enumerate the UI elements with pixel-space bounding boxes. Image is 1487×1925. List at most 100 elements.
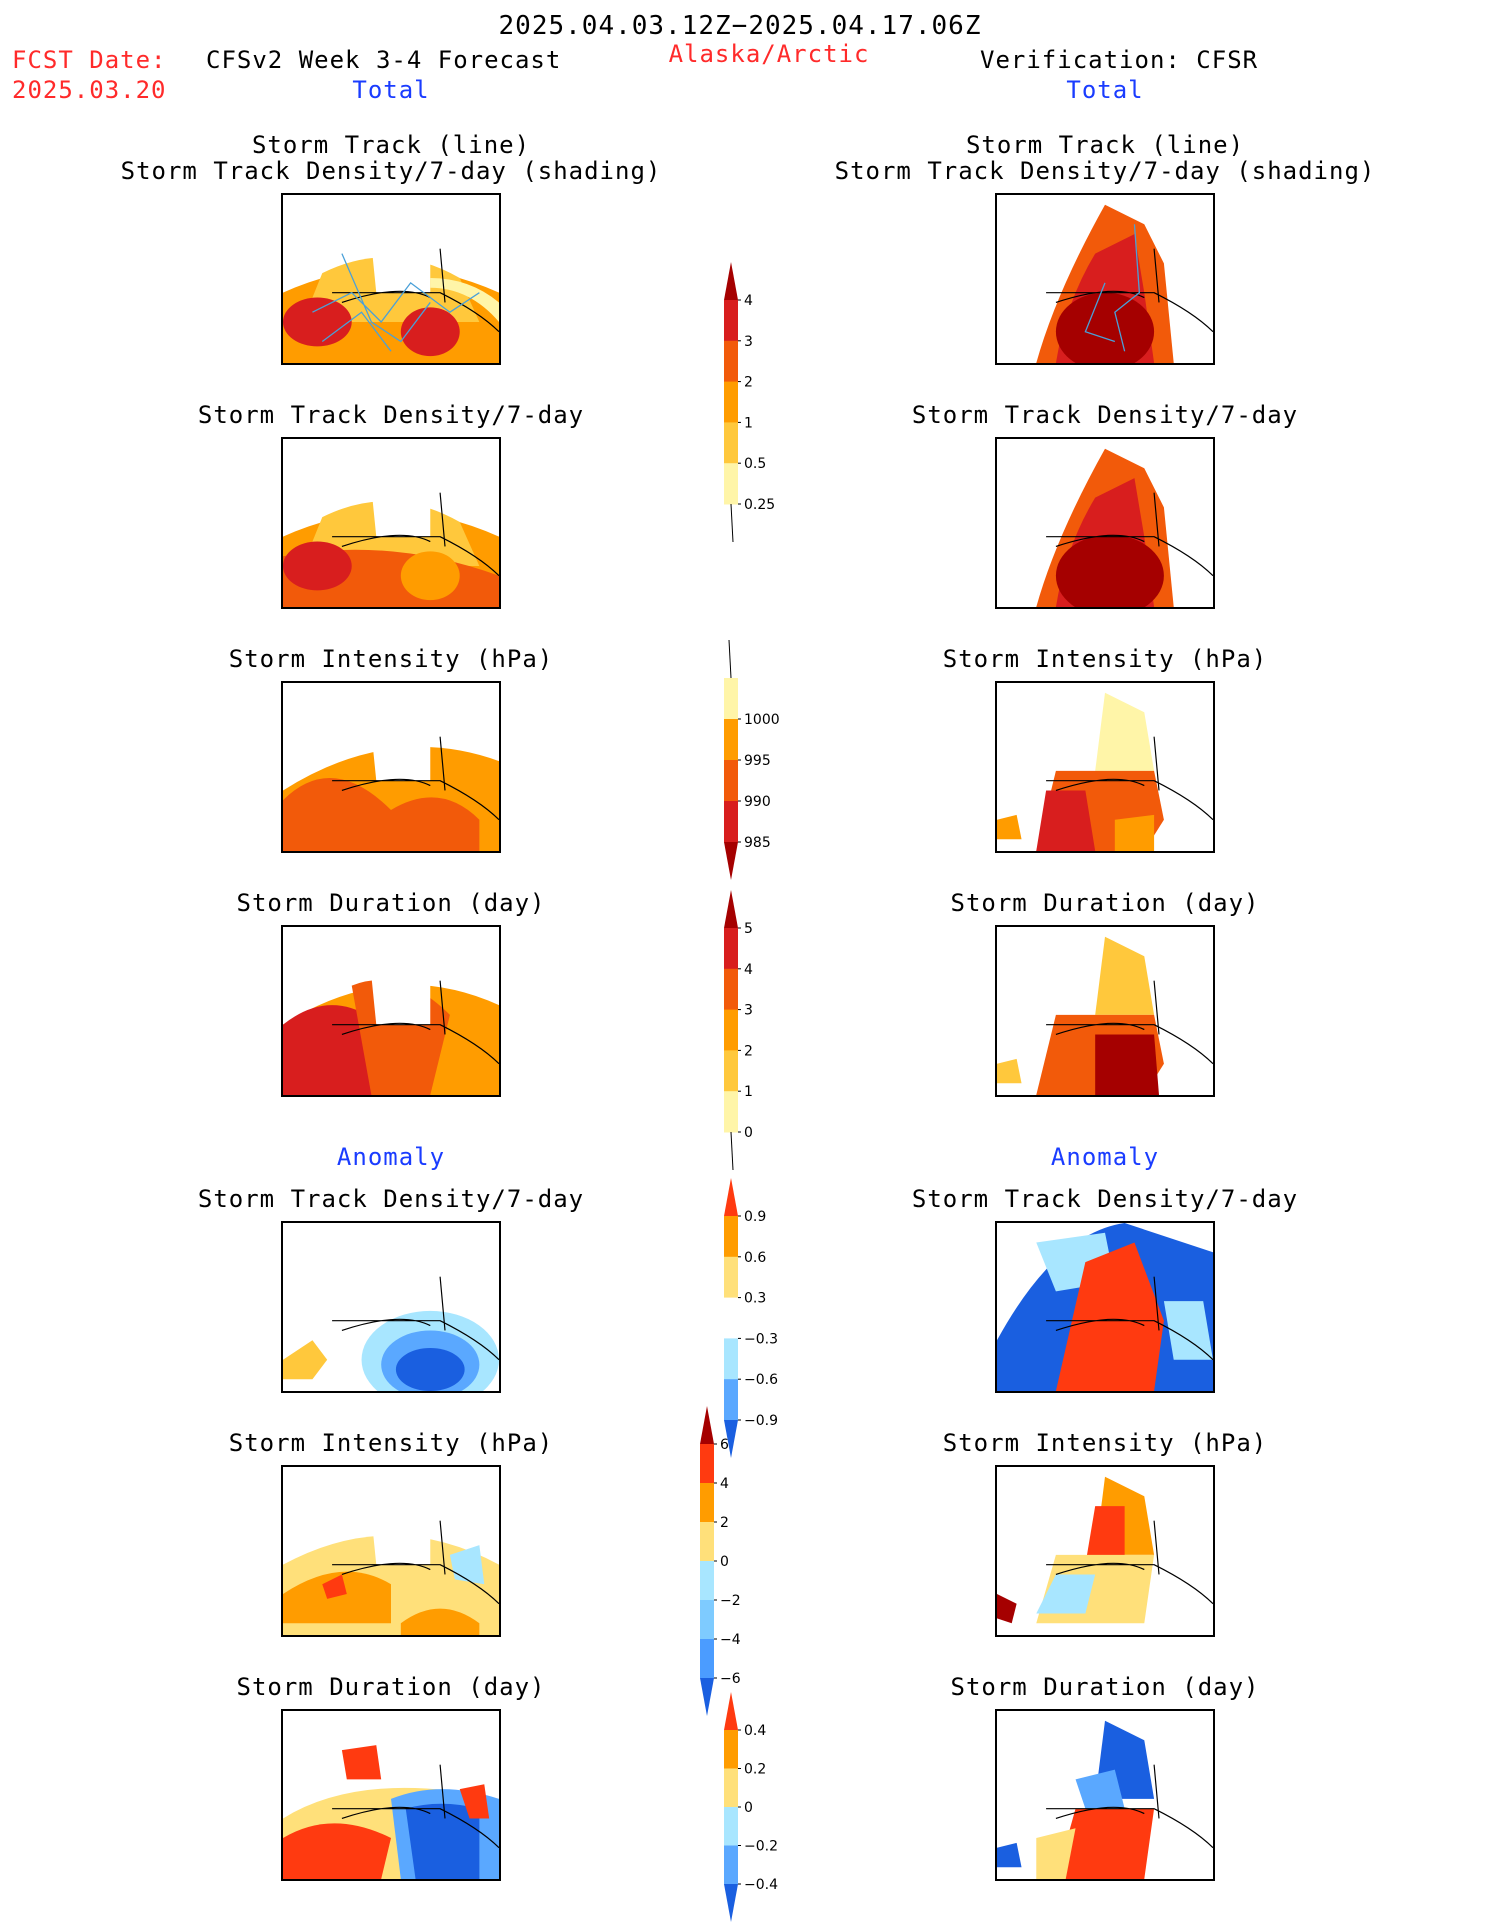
colorbar-segment	[724, 1807, 738, 1846]
map-fcst-anom-duration	[281, 1709, 501, 1881]
colorbar-tick-label: 1	[744, 415, 753, 431]
colorbar-intensity-total: 1000 995 990 985	[722, 639, 782, 880]
colorbar-top-arrow	[724, 890, 738, 928]
colorbar-bottom-arrow	[724, 842, 738, 880]
colorbar-tick-label: −0.4	[744, 1877, 778, 1893]
right-density-title: Storm Track Density/7-day	[911, 401, 1299, 429]
colorbar-segment	[724, 1730, 738, 1769]
colorbar-intensity-anom: 6 4 2 0 −2 −4 −6	[698, 1406, 758, 1716]
colorbar-top-arrow	[724, 1692, 738, 1730]
colorbar-bottom-arrow	[700, 1678, 714, 1716]
colorbar-tick-label: 6	[720, 1437, 729, 1453]
colorbar-segment	[724, 1050, 738, 1092]
colorbar-duration-anom: 0.4 0.2 0 −0.2 −0.4	[722, 1692, 782, 1922]
colorbar-tick-label: 0	[744, 1125, 753, 1141]
colorbar-tick-label: 2	[744, 1043, 753, 1059]
colorbar-bottom-arrow	[724, 1884, 738, 1922]
colorbar-segment	[724, 1845, 738, 1885]
colorbar-tick-label: 4	[720, 1476, 729, 1492]
colorbar-tick-label: −0.9	[744, 1413, 778, 1429]
colorbar-tick-label: 0.2	[744, 1762, 766, 1778]
map-fcst-density	[281, 437, 501, 609]
right-track-line-title: Storm Track (line)	[965, 131, 1245, 159]
valid-period: 2025.04.03.12Z−2025.04.17.06Z	[498, 11, 982, 41]
colorbar-segment	[724, 300, 738, 342]
colorbar-tick-label: 0.25	[744, 497, 775, 513]
map-cfsr-anom-intensity	[995, 1465, 1215, 1637]
colorbar-tick-label: −0.3	[744, 1331, 778, 1347]
colorbar-density-anom: 0.9 0.6 0.3 −0.3 −0.6 −0.9	[722, 1178, 782, 1458]
colorbar-segment	[700, 1522, 714, 1562]
colorbar-segment	[724, 719, 738, 761]
right-anom-density-title: Storm Track Density/7-day	[911, 1185, 1299, 1213]
colorbar-bottom-tail	[730, 503, 734, 543]
colorbar-tick-label: 0	[720, 1554, 729, 1570]
colorbar-segment	[724, 340, 738, 383]
colorbar-tick-label: 0.5	[744, 456, 766, 472]
colorbar-segment	[724, 801, 738, 843]
colorbar-tick-label: 0	[744, 1800, 753, 1816]
colorbar-segment	[724, 760, 738, 802]
colorbar-tick-label: 990	[744, 794, 771, 810]
colorbar-tick-label: 995	[744, 753, 771, 769]
colorbar-tick-label: 2	[744, 375, 753, 391]
colorbar-tick-label: 0.4	[744, 1723, 766, 1739]
colorbar-tick-label: 985	[744, 835, 771, 851]
fcst-date-value: 2025.03.20	[12, 76, 167, 104]
colorbar-segment	[700, 1561, 714, 1601]
right-anomaly-label: Anomaly	[1050, 1143, 1160, 1171]
right-track-shading-title: Storm Track Density/7-day (shading)	[834, 157, 1376, 185]
colorbar-segment	[724, 678, 738, 720]
colorbar-segment	[724, 1091, 738, 1133]
colorbar-duration-total: 5 4 3 2 1 0	[722, 890, 782, 1171]
colorbar-tick-label: 3	[744, 334, 753, 350]
map-cfsr-duration	[995, 925, 1215, 1097]
colorbar-tick-label: 1	[744, 1084, 753, 1100]
map-fcst-intensity	[281, 681, 501, 853]
right-anom-duration-title: Storm Duration (day)	[950, 1673, 1260, 1701]
colorbar-tick-label: 0.9	[744, 1209, 766, 1225]
colorbar-segment	[700, 1444, 714, 1484]
right-total-label: Total	[1066, 76, 1144, 104]
colorbar-segment	[700, 1600, 714, 1640]
colorbar-segment	[724, 381, 738, 423]
left-track-line-title: Storm Track (line)	[251, 131, 531, 159]
map-fcst-anom-intensity	[281, 1465, 501, 1637]
colorbar-segment	[724, 1216, 738, 1258]
colorbar-segment	[724, 1256, 738, 1299]
colorbar-tick-label: 3	[744, 1003, 753, 1019]
colorbar-tick-label: −0.2	[744, 1839, 778, 1855]
colorbar-tick-label: −6	[720, 1671, 741, 1687]
left-density-title: Storm Track Density/7-day	[197, 401, 585, 429]
colorbar-tick-label: 4	[744, 293, 753, 309]
left-intensity-title: Storm Intensity (hPa)	[228, 645, 554, 673]
map-cfsr-density	[995, 437, 1215, 609]
colorbar-tick-label: 5	[744, 921, 753, 937]
left-anomaly-label: Anomaly	[336, 1143, 446, 1171]
left-duration-title: Storm Duration (day)	[236, 889, 546, 917]
map-cfsr-intensity	[995, 681, 1215, 853]
colorbar-segment	[724, 463, 738, 505]
model-title: CFSv2 Week 3-4 Forecast	[206, 46, 562, 74]
colorbar-segment	[724, 1297, 738, 1339]
map-cfsr-anom-duration	[995, 1709, 1215, 1881]
map-cfsr-anom-density	[995, 1221, 1215, 1393]
map-cfsr-track	[995, 193, 1215, 365]
colorbar-tick-label: −0.6	[744, 1372, 778, 1388]
colorbar-tick-label: 0.3	[744, 1291, 766, 1307]
colorbar-bottom-arrow	[724, 1420, 738, 1458]
colorbar-tick-label: 2	[720, 1515, 729, 1531]
right-duration-title: Storm Duration (day)	[950, 889, 1260, 917]
map-fcst-anom-density	[281, 1221, 501, 1393]
colorbar-segment	[724, 422, 738, 464]
colorbar-segment	[700, 1483, 714, 1523]
colorbar-segment	[724, 1379, 738, 1421]
colorbar-segment	[724, 968, 738, 1011]
right-intensity-title: Storm Intensity (hPa)	[942, 645, 1268, 673]
colorbar-bottom-tail	[730, 1131, 734, 1171]
colorbar-segment	[724, 928, 738, 970]
map-fcst-track	[281, 193, 501, 365]
left-anom-intensity-title: Storm Intensity (hPa)	[228, 1429, 554, 1457]
left-track-shading-title: Storm Track Density/7-day (shading)	[120, 157, 662, 185]
colorbar-top-arrow	[724, 1178, 738, 1216]
